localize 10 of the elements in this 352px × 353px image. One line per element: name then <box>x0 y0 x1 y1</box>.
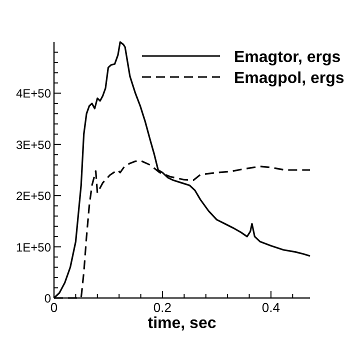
x-axis-title: time, sec <box>148 315 216 332</box>
y-tick-label: 1E+50 <box>16 240 52 254</box>
legend-label: Emagtor, ergs <box>234 49 341 66</box>
x-tick-label: 0.4 <box>262 300 280 315</box>
y-tick-label: 2E+50 <box>16 189 52 204</box>
legend-label: Emagpol, ergs <box>234 70 344 87</box>
x-tick-label: 0.2 <box>153 300 172 315</box>
y-tick-label: 0 <box>44 292 52 306</box>
y-tick-label: 4E+50 <box>16 86 52 101</box>
y-tick-label: 3E+50 <box>16 138 52 152</box>
